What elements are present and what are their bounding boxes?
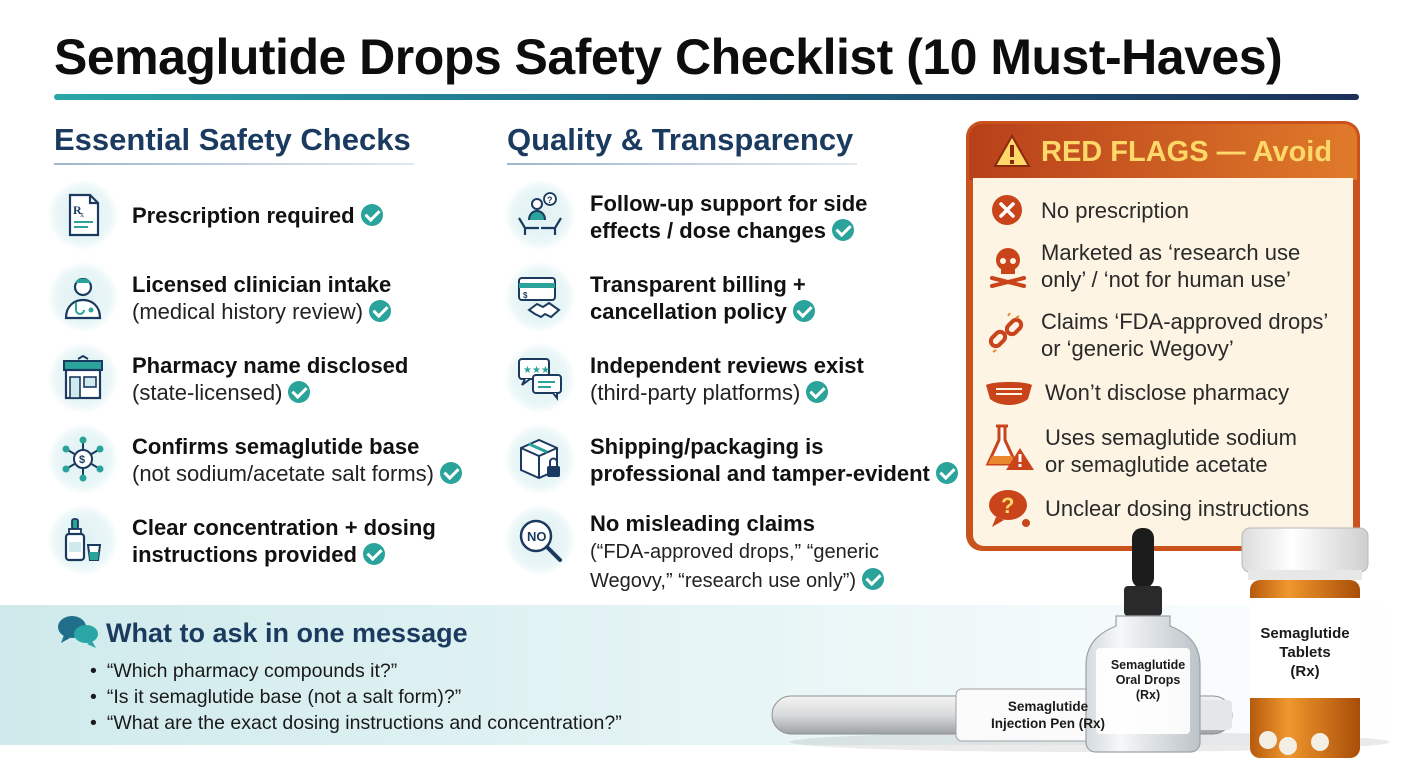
essential-item-2: Licensed clinician intake (medical histor… [132, 272, 392, 324]
essential-heading: Essential Safety Checks [54, 122, 411, 157]
essential-item-1: Prescription required [132, 202, 383, 229]
x-circle-icon [992, 195, 1022, 225]
red-flag-item-2: Marketed as ‘research use only’ / ‘not fo… [1041, 240, 1301, 292]
red-flags-panel: RED FLAGS — Avoid [966, 121, 1360, 551]
quality-item-1: Follow-up support for side effects / dose… [590, 191, 868, 243]
check-icon [288, 381, 311, 403]
svg-text:x: x [80, 210, 84, 219]
ask-heading: What to ask in one message [106, 618, 468, 648]
svg-text:?: ? [1001, 493, 1014, 518]
question-bubble-icon: ? [989, 490, 1030, 527]
red-flag-item-6: Unclear dosing instructions [1045, 496, 1310, 521]
svg-text:$: $ [523, 291, 528, 300]
chat-bubbles-icon [58, 616, 98, 648]
check-icon [806, 381, 829, 403]
red-flags-header: RED FLAGS — Avoid [969, 124, 1357, 180]
essential-item-4: Confirms semaglutide base (not sodium/ace… [132, 433, 463, 487]
svg-text:★★★: ★★★ [523, 365, 550, 376]
tablets-label: Semaglutide Tablets (Rx) [1260, 625, 1350, 680]
flask-warning-icon [985, 424, 1034, 470]
check-icon [440, 462, 463, 484]
clinician-icon [48, 262, 118, 332]
dropper-bottle-icon [48, 505, 118, 575]
red-flag-item-4: Won’t disclose pharmacy [1045, 380, 1290, 405]
package-lock-icon [505, 424, 575, 494]
title-divider [54, 94, 1359, 100]
check-icon [369, 300, 392, 322]
support-hands-icon: ? [505, 180, 575, 250]
skull-icon [990, 248, 1026, 288]
broken-link-icon [988, 312, 1024, 353]
billing-handshake-icon: $ [505, 262, 575, 332]
red-flag-item-5: Uses semaglutide sodium or semaglutide ac… [1045, 425, 1297, 477]
check-icon [935, 462, 958, 484]
quality-item-5: No misleading claims (“FDA-approved drops… [590, 510, 885, 595]
mask-icon [986, 382, 1032, 405]
check-icon [360, 204, 383, 226]
page-title: Semaglutide Drops Safety Checklist (10 M… [54, 29, 1283, 85]
red-flag-item-1: No prescription [1041, 198, 1189, 223]
quality-heading: Quality & Transparency [507, 122, 854, 157]
svg-text:$: $ [79, 454, 85, 466]
quality-divider [507, 163, 857, 165]
molecule-icon: $ [48, 424, 118, 494]
red-flag-item-3: Claims ‘FDA-approved drops’ or ‘generic W… [1041, 309, 1329, 361]
svg-text:R: R [73, 203, 82, 217]
essential-divider [54, 163, 414, 165]
red-flags-body [973, 178, 1353, 546]
no-magnifier-icon: NO [505, 505, 575, 575]
reviews-icon: ★★★ [505, 343, 575, 413]
svg-text:?: ? [547, 195, 553, 205]
drops-label: Semaglutide Oral Drops (Rx) [1110, 658, 1186, 702]
ask-question: “What are the exact dosing instructions … [90, 710, 622, 736]
svg-text:NO: NO [527, 529, 547, 544]
pharmacy-icon [48, 343, 118, 413]
check-icon [831, 219, 854, 241]
quality-item-4: Shipping/packaging is professional and ta… [590, 433, 958, 487]
check-icon [362, 543, 385, 565]
essential-item-5: Clear concentration + dosing instructions… [132, 515, 436, 567]
pen-label: Semaglutide Injection Pen (Rx) [990, 699, 1105, 731]
check-icon [792, 300, 815, 322]
ask-question: “Which pharmacy compounds it?” [90, 658, 622, 684]
ask-question: “Is it semaglutide base (not a salt form… [90, 684, 622, 710]
products-illustration [771, 527, 1390, 758]
quality-item-3: Independent reviews exist (third-party pl… [590, 353, 864, 405]
ask-questions-list: “Which pharmacy compounds it?” “Is it se… [90, 658, 622, 736]
essential-item-3: Pharmacy name disclosed (state-licensed) [132, 353, 409, 405]
red-flags-title: RED FLAGS — Avoid [1041, 136, 1333, 168]
warning-icon [993, 134, 1031, 167]
quality-item-2: Transparent billing + cancellation policy [590, 271, 815, 325]
check-icon [862, 568, 885, 590]
